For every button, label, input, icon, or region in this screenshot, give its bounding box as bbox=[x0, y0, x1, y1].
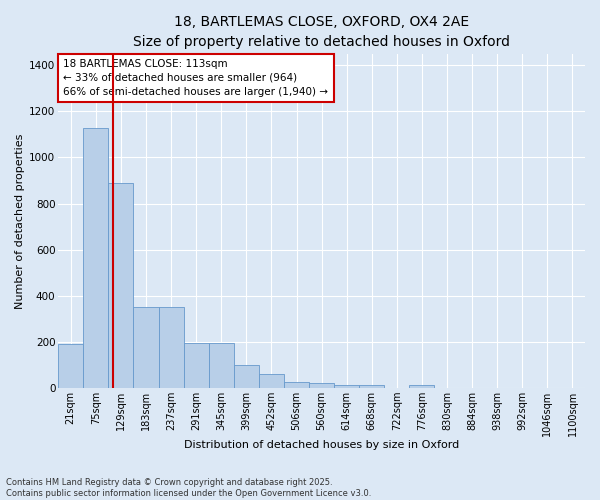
Bar bbox=[234, 365, 259, 388]
Bar bbox=[284, 382, 309, 388]
Bar bbox=[359, 385, 385, 388]
Bar bbox=[109, 183, 133, 388]
X-axis label: Distribution of detached houses by size in Oxford: Distribution of detached houses by size … bbox=[184, 440, 459, 450]
Bar bbox=[83, 128, 109, 388]
Bar bbox=[409, 385, 434, 388]
Bar bbox=[158, 307, 184, 388]
Bar bbox=[184, 343, 209, 388]
Bar bbox=[209, 343, 234, 388]
Bar bbox=[58, 344, 83, 388]
Bar bbox=[133, 307, 158, 388]
Text: 18 BARTLEMAS CLOSE: 113sqm
← 33% of detached houses are smaller (964)
66% of sem: 18 BARTLEMAS CLOSE: 113sqm ← 33% of deta… bbox=[64, 59, 328, 97]
Bar bbox=[259, 374, 284, 388]
Title: 18, BARTLEMAS CLOSE, OXFORD, OX4 2AE
Size of property relative to detached house: 18, BARTLEMAS CLOSE, OXFORD, OX4 2AE Siz… bbox=[133, 15, 510, 48]
Y-axis label: Number of detached properties: Number of detached properties bbox=[15, 133, 25, 308]
Text: Contains HM Land Registry data © Crown copyright and database right 2025.
Contai: Contains HM Land Registry data © Crown c… bbox=[6, 478, 371, 498]
Bar bbox=[334, 385, 359, 388]
Bar bbox=[309, 383, 334, 388]
